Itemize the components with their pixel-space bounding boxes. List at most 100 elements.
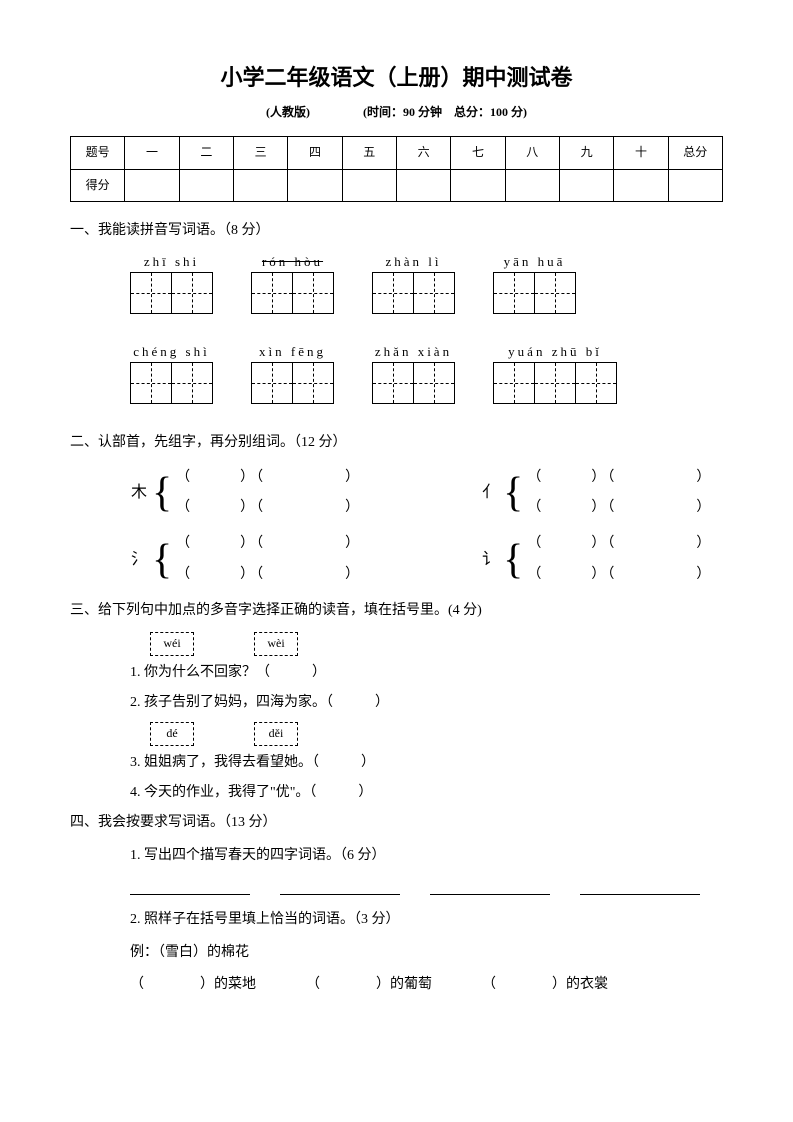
cell[interactable] xyxy=(342,169,396,201)
pinyin-option: dé xyxy=(150,722,194,745)
th: 二 xyxy=(179,137,233,169)
pinyin-group: yān huā xyxy=(493,252,576,314)
th: 九 xyxy=(559,137,613,169)
th: 一 xyxy=(125,137,179,169)
fill-row: （ ）的菜地 （ ）的葡萄 （ ）的衣裳 xyxy=(130,974,723,996)
blank-line[interactable] xyxy=(130,877,250,895)
q3-item[interactable]: 2. 孩子告别了妈妈，四海为家。（ ） xyxy=(130,692,723,714)
q2-pair: 亻 { （ ）（ ） （ ）（ ） xyxy=(481,467,712,520)
q4-item1: 1. 写出四个描写春天的四字词语。（6 分） xyxy=(130,845,723,867)
pinyin-group: chéng shì xyxy=(130,342,213,404)
q2-pair: 讠 { （ ）（ ） （ ）（ ） xyxy=(481,533,712,586)
cell[interactable] xyxy=(125,169,179,201)
q1-row2: chéng shì xìn fēng zhǎn xiàn yuán zhū bǐ xyxy=(130,342,723,404)
char-cell[interactable] xyxy=(251,362,293,404)
pinyin: zhǎn xiàn xyxy=(375,342,452,360)
pinyin: yuán zhū bǐ xyxy=(508,342,602,360)
q3-item[interactable]: 3. 姐姐病了，我得去看望她。（ ） xyxy=(130,752,723,774)
char-cell[interactable] xyxy=(171,362,213,404)
pinyin: xìn fēng xyxy=(259,342,326,360)
pinyin-group: zhǎn xiàn xyxy=(372,342,455,404)
cell[interactable] xyxy=(559,169,613,201)
th: 题号 xyxy=(71,137,125,169)
q2-line[interactable]: （ ）（ ） xyxy=(527,467,712,489)
fill-item[interactable]: （ ）的衣裳 xyxy=(482,974,608,996)
char-cell[interactable] xyxy=(493,272,535,314)
q3-item[interactable]: 1. 你为什么不回家？（ ） xyxy=(130,662,723,684)
pinyin-option: wèi xyxy=(254,632,298,655)
char-cell[interactable] xyxy=(534,362,576,404)
char-cell[interactable] xyxy=(292,362,334,404)
radical: 木 xyxy=(130,480,148,506)
cell[interactable] xyxy=(668,169,722,201)
q3-body: wéi wèi 1. 你为什么不回家？（ ） 2. 孩子告别了妈妈，四海为家。（… xyxy=(130,632,723,804)
th: 八 xyxy=(505,137,559,169)
q3-item[interactable]: 4. 今天的作业，我得了"优"。（ ） xyxy=(130,782,723,804)
pinyin: chéng shì xyxy=(133,342,209,360)
row-label: 得分 xyxy=(71,169,125,201)
cell[interactable] xyxy=(233,169,287,201)
fill-item[interactable]: （ ）的菜地 xyxy=(130,974,256,996)
pinyin-group: yuán zhū bǐ xyxy=(493,342,617,404)
q2-line[interactable]: （ ）（ ） xyxy=(176,564,361,586)
cell[interactable] xyxy=(614,169,668,201)
subtitle: (人教版) (时间：90 分钟 总分：100 分) xyxy=(70,103,723,122)
cell[interactable] xyxy=(288,169,342,201)
q4-item2: 2. 照样子在括号里填上恰当的词语。（3 分） xyxy=(130,909,723,931)
blank-line[interactable] xyxy=(430,877,550,895)
radical: 讠 xyxy=(481,547,499,573)
th: 六 xyxy=(396,137,450,169)
char-cell[interactable] xyxy=(575,362,617,404)
q2-line[interactable]: （ ）（ ） xyxy=(176,533,361,555)
char-cell[interactable] xyxy=(493,362,535,404)
subtitle-meta: (时间：90 分钟 总分：100 分) xyxy=(363,105,527,119)
q1-row1: zhī shi rón hòu zhàn lì yān huā xyxy=(130,252,723,314)
pinyin: yān huā xyxy=(504,252,566,270)
pinyin-group: zhī shi xyxy=(130,252,213,314)
blank-lines xyxy=(130,877,723,895)
q4-example: 例：（雪白）的棉花 xyxy=(130,942,723,964)
char-cell[interactable] xyxy=(372,272,414,314)
th: 总分 xyxy=(668,137,722,169)
q2-line[interactable]: （ ）（ ） xyxy=(176,497,361,519)
pinyin-group: xìn fēng xyxy=(251,342,334,404)
char-cell[interactable] xyxy=(413,362,455,404)
char-cell[interactable] xyxy=(292,272,334,314)
q2-line[interactable]: （ ）（ ） xyxy=(527,497,712,519)
char-cell[interactable] xyxy=(372,362,414,404)
pinyin-box-row: wéi wèi xyxy=(150,632,723,655)
cell[interactable] xyxy=(451,169,505,201)
th: 七 xyxy=(451,137,505,169)
cell[interactable] xyxy=(179,169,233,201)
pinyin-option: děi xyxy=(254,722,298,745)
brace-icon: { xyxy=(503,472,523,514)
char-cell[interactable] xyxy=(534,272,576,314)
q3-heading: 三、给下列句中加点的多音字选择正确的读音，填在括号里。(4 分) xyxy=(70,600,723,622)
char-cell[interactable] xyxy=(251,272,293,314)
pinyin-option: wéi xyxy=(150,632,194,655)
q2-line[interactable]: （ ）（ ） xyxy=(527,564,712,586)
pinyin-group: rón hòu xyxy=(251,252,334,314)
table-row: 题号 一 二 三 四 五 六 七 八 九 十 总分 xyxy=(71,137,723,169)
cell[interactable] xyxy=(505,169,559,201)
pinyin-group: zhàn lì xyxy=(372,252,455,314)
q2-heading: 二、认部首，先组字，再分别组词。（12 分） xyxy=(70,432,723,454)
char-cell[interactable] xyxy=(130,362,172,404)
cell[interactable] xyxy=(396,169,450,201)
q4-body: 1. 写出四个描写春天的四字词语。（6 分） 2. 照样子在括号里填上恰当的词语… xyxy=(130,845,723,997)
blank-line[interactable] xyxy=(580,877,700,895)
th: 十 xyxy=(614,137,668,169)
char-cell[interactable] xyxy=(130,272,172,314)
q2-block: 木 { （ ）（ ） （ ）（ ） 氵 { （ ）（ ） （ ）（ ） 亻 { … xyxy=(130,467,723,601)
char-cell[interactable] xyxy=(413,272,455,314)
char-cell[interactable] xyxy=(171,272,213,314)
pinyin: rón hòu xyxy=(262,252,323,270)
blank-line[interactable] xyxy=(280,877,400,895)
fill-item[interactable]: （ ）的葡萄 xyxy=(306,974,432,996)
q2-pair: 木 { （ ）（ ） （ ）（ ） xyxy=(130,467,361,520)
q2-line[interactable]: （ ）（ ） xyxy=(176,467,361,489)
pinyin-box-row: dé děi xyxy=(150,722,723,745)
q2-line[interactable]: （ ）（ ） xyxy=(527,533,712,555)
radical: 氵 xyxy=(130,547,148,573)
brace-icon: { xyxy=(152,539,172,581)
